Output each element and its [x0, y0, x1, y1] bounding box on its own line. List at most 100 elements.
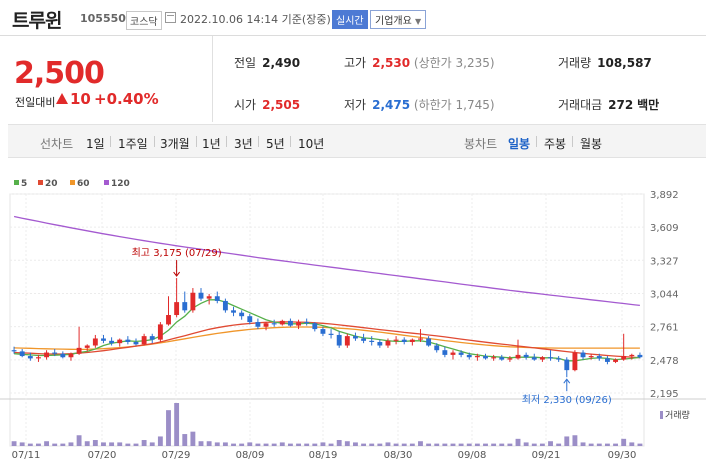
- y-tick-label: 2,195: [650, 389, 679, 400]
- candle-body: [491, 357, 497, 359]
- price-summary: 2,500 전일대비 10 +0.40% 전일 2,490 고가 2,530 (상한…: [8, 36, 706, 122]
- prev-close: 전일 2,490: [234, 54, 300, 71]
- stock-code: 105550: [80, 12, 126, 25]
- legend-ma120: 120: [104, 179, 130, 189]
- volume-bar: [401, 443, 407, 446]
- candle-body: [637, 354, 643, 358]
- volume-bar: [320, 442, 326, 446]
- volume-bar: [174, 403, 180, 446]
- candle-body: [68, 353, 74, 358]
- period-5y[interactable]: 5년: [266, 137, 285, 151]
- volume-bar: [125, 443, 131, 446]
- change-percent: +0.40%: [94, 90, 159, 108]
- upper-limit: (상한가 3,235): [413, 56, 495, 70]
- realtime-button[interactable]: 실시간: [332, 10, 368, 29]
- company-info-dropdown[interactable]: 기업개요 ▼: [370, 10, 427, 29]
- volume-bar: [60, 443, 66, 446]
- period-1d[interactable]: 1일: [86, 137, 105, 151]
- volume-bar: [629, 442, 635, 446]
- period-daily[interactable]: 일봉: [508, 137, 531, 151]
- period-3m[interactable]: 3개월: [160, 137, 190, 151]
- candle-body: [247, 316, 253, 323]
- candle-body: [385, 340, 391, 346]
- period-3y[interactable]: 3년: [234, 137, 253, 151]
- candle-body: [377, 341, 383, 346]
- open-price: 시가 2,505: [234, 96, 300, 113]
- legend-swatch: [14, 180, 19, 185]
- volume-bar: [76, 435, 82, 446]
- low-price: 저가 2,475 (하한가 1,745): [344, 96, 495, 113]
- prev-close-label: 전일: [234, 56, 257, 70]
- lower-limit: (하한가 1,745): [413, 98, 495, 112]
- amount-label: 거래대금: [558, 98, 603, 112]
- volume-bar: [296, 443, 301, 446]
- volume-bar: [157, 436, 163, 446]
- candle-body: [580, 352, 586, 358]
- period-10y[interactable]: 10년: [298, 137, 325, 151]
- volume-bar: [531, 443, 537, 446]
- open-value: 2,505: [262, 98, 301, 112]
- volume-bar: [556, 443, 562, 446]
- plot-frame: [9, 193, 645, 447]
- volume-bar: [190, 431, 196, 446]
- ma20-line: [14, 321, 640, 359]
- trade-amount: 거래대금 272 백만: [558, 96, 659, 113]
- x-tick-label: 07/29: [162, 450, 191, 461]
- candle-body: [141, 336, 147, 345]
- volume-bar: [466, 443, 472, 446]
- up-triangle-icon: [56, 93, 68, 104]
- volume-bar: [68, 442, 74, 446]
- period-weekly[interactable]: 주봉: [544, 137, 567, 151]
- stock-chart[interactable]: 3,892 3,609 3,327 3,044 2,761 2,478 2,195 07/11…: [0, 160, 706, 464]
- candle-body: [409, 339, 415, 342]
- calendar-icon: [165, 12, 176, 23]
- x-tick-label: 08/19: [309, 450, 338, 461]
- volume-bar: [491, 443, 497, 446]
- candle-body: [11, 350, 17, 352]
- volume-bar: [101, 442, 106, 446]
- current-price: 2,500: [14, 56, 105, 91]
- volume-bar: [214, 442, 220, 446]
- candle-body: [499, 357, 505, 360]
- y-tick-label: 2,761: [650, 323, 679, 334]
- volume-bar: [426, 443, 432, 446]
- candle-body: [44, 352, 50, 358]
- legend-label: 60: [77, 179, 90, 189]
- volume-summary: 거래량 108,587: [558, 54, 652, 71]
- legend-swatch: [38, 180, 43, 185]
- volume-bar: [336, 440, 342, 446]
- volume-bar: [572, 435, 578, 446]
- period-1w[interactable]: 1주일: [118, 137, 148, 151]
- volume-bar: [198, 441, 204, 446]
- candle-body: [531, 357, 537, 360]
- candle-body: [548, 357, 553, 359]
- volume-bar: [11, 441, 17, 446]
- volume-bar: [385, 442, 391, 446]
- volume-bar: [507, 443, 513, 446]
- summary-divider: [212, 36, 213, 122]
- volume-bar: [279, 442, 285, 446]
- divider: [226, 136, 227, 147]
- volume-bar: [499, 443, 505, 446]
- high-label: 고가: [344, 56, 367, 70]
- volume-bar: [344, 441, 350, 446]
- volume-bar: [564, 436, 570, 446]
- candle-body: [320, 329, 326, 334]
- volume-bar: [393, 443, 399, 446]
- volume-bar: [580, 442, 586, 446]
- volume-bar: [109, 442, 115, 446]
- candle-body: [255, 322, 261, 327]
- period-1y[interactable]: 1년: [202, 137, 221, 151]
- volume-bar: [409, 443, 415, 446]
- period-monthly[interactable]: 월봉: [580, 137, 603, 151]
- volume-bar: [613, 443, 618, 446]
- volume-value: 108,587: [597, 56, 652, 70]
- low-value: 2,475: [372, 98, 411, 112]
- volume-bar: [458, 443, 464, 446]
- volume-bar: [369, 443, 375, 446]
- candle-body: [296, 322, 301, 326]
- candle-body: [109, 340, 115, 344]
- candle-body: [336, 334, 342, 346]
- amount-value: 272: [608, 98, 634, 112]
- divider: [290, 136, 291, 147]
